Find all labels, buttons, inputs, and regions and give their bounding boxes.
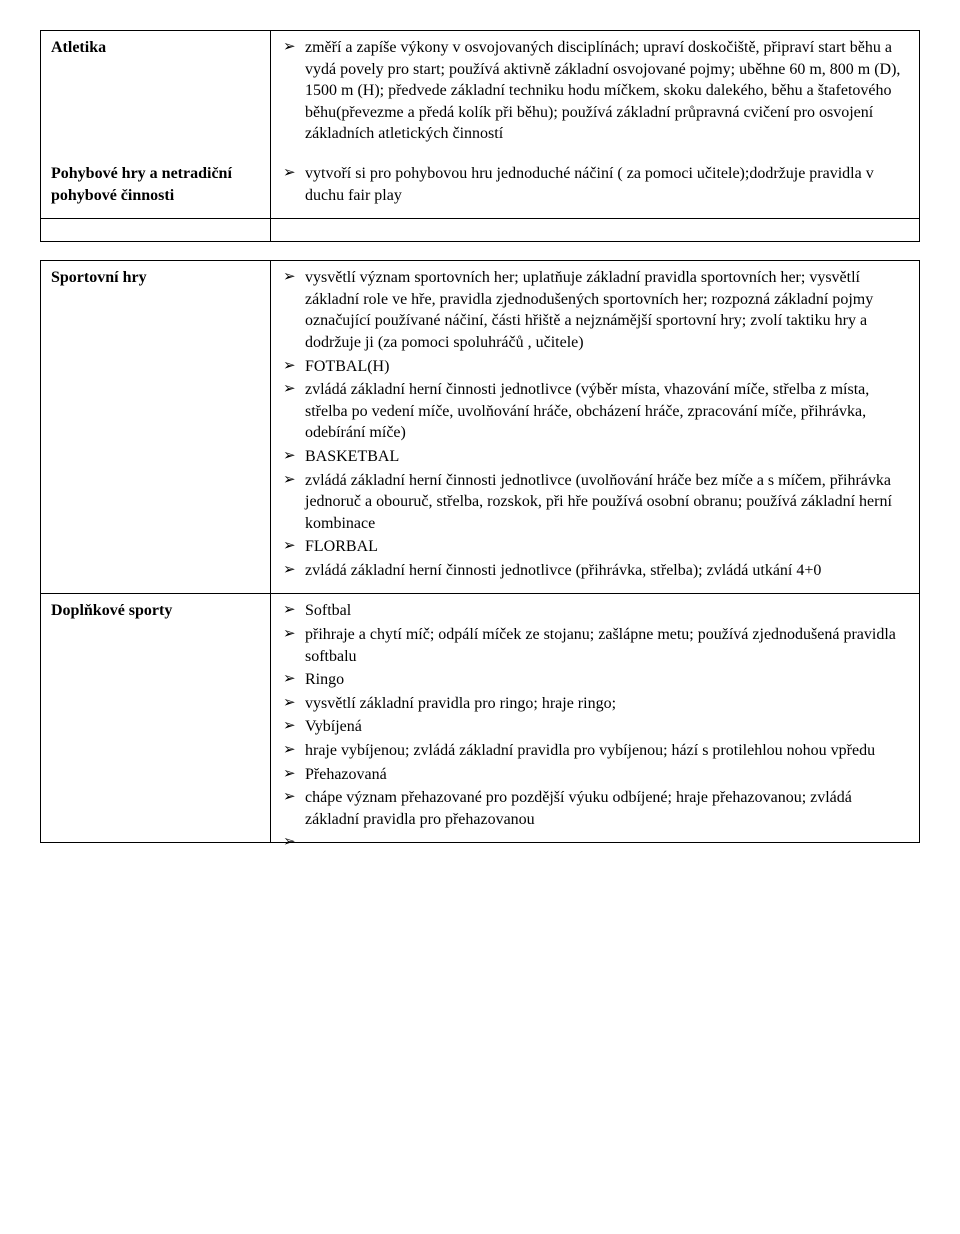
- curriculum-table-2: Sportovní hry vysvětlí význam sportovníc…: [40, 260, 920, 843]
- list-item: FLORBAL: [281, 536, 909, 558]
- row-label: Doplňkové sporty: [41, 594, 271, 843]
- item-text: FOTBAL(H): [305, 358, 389, 375]
- bullet-list: vytvoří si pro pohybovou hru jednoduché …: [281, 163, 909, 206]
- table-row: Doplňkové sporty Softbal přihraje a chyt…: [41, 594, 920, 843]
- row-content: Softbal přihraje a chytí míč; odpálí míč…: [271, 594, 920, 843]
- table-gap: [40, 242, 920, 260]
- row-content: vytvoří si pro pohybovou hru jednoduché …: [271, 157, 920, 219]
- bullet-list: změří a zapíše výkony v osvojovaných dis…: [281, 37, 909, 145]
- list-item: Softbal: [281, 600, 909, 622]
- item-text: chápe význam přehazované pro pozdější vý…: [305, 789, 852, 828]
- table-row: Sportovní hry vysvětlí význam sportovníc…: [41, 261, 920, 594]
- item-text: Softbal: [305, 602, 351, 619]
- row-label: Sportovní hry: [41, 261, 271, 594]
- label-text: Atletika: [51, 39, 106, 56]
- list-item: Přehazovaná: [281, 764, 909, 786]
- curriculum-table-1: Atletika změří a zapíše výkony v osvojov…: [40, 30, 920, 242]
- list-item: chápe význam přehazované pro pozdější vý…: [281, 787, 909, 830]
- item-text: zvládá základní herní činnosti jednotliv…: [305, 472, 892, 532]
- list-item: BASKETBAL: [281, 446, 909, 468]
- list-item: FOTBAL(H): [281, 356, 909, 378]
- list-item: přihraje a chytí míč; odpálí míček ze st…: [281, 624, 909, 667]
- item-text: změří a zapíše výkony v osvojovaných dis…: [305, 39, 900, 142]
- list-item: zvládá základní herní činnosti jednotliv…: [281, 560, 909, 582]
- list-item: vytvoří si pro pohybovou hru jednoduché …: [281, 163, 909, 206]
- item-text: Přehazovaná: [305, 766, 387, 783]
- list-item: hraje vybíjenou; zvládá základní pravidl…: [281, 740, 909, 762]
- list-item: vysvětlí význam sportovních her; uplatňu…: [281, 267, 909, 353]
- spacer-row: [41, 219, 920, 242]
- item-text: hraje vybíjenou; zvládá základní pravidl…: [305, 742, 875, 759]
- spacer-cell: [271, 219, 920, 242]
- row-label: Pohybové hry a netradiční pohybové činno…: [41, 157, 271, 219]
- list-item: Ringo: [281, 669, 909, 691]
- bullet-list: Softbal přihraje a chytí míč; odpálí míč…: [281, 600, 909, 830]
- item-text: Vybíjená: [305, 718, 362, 735]
- row-content: změří a zapíše výkony v osvojovaných dis…: [271, 31, 920, 157]
- list-item: změří a zapíše výkony v osvojovaných dis…: [281, 37, 909, 145]
- label-text: Sportovní hry: [51, 269, 147, 286]
- list-item: vysvětlí základní pravidla pro ringo; hr…: [281, 693, 909, 715]
- bullet-list: vysvětlí význam sportovních her; uplatňu…: [281, 267, 909, 581]
- row-content: vysvětlí význam sportovních her; uplatňu…: [271, 261, 920, 594]
- label-text: Doplňkové sporty: [51, 602, 172, 619]
- item-text: Ringo: [305, 671, 344, 688]
- row-label: Atletika: [41, 31, 271, 157]
- item-text: zvládá základní herní činnosti jednotliv…: [305, 381, 869, 441]
- item-text: přihraje a chytí míč; odpálí míček ze st…: [305, 626, 896, 665]
- item-text: zvládá základní herní činnosti jednotliv…: [305, 562, 821, 579]
- list-item: zvládá základní herní činnosti jednotliv…: [281, 379, 909, 444]
- item-text: vysvětlí význam sportovních her; uplatňu…: [305, 269, 873, 351]
- label-text: Pohybové hry a netradiční pohybové činno…: [51, 165, 232, 204]
- item-text: FLORBAL: [305, 538, 378, 555]
- list-item: zvládá základní herní činnosti jednotliv…: [281, 470, 909, 535]
- spacer-cell: [41, 219, 271, 242]
- table-row: Pohybové hry a netradiční pohybové činno…: [41, 157, 920, 219]
- list-item: Vybíjená: [281, 716, 909, 738]
- item-text: vytvoří si pro pohybovou hru jednoduché …: [305, 165, 874, 204]
- item-text: vysvětlí základní pravidla pro ringo; hr…: [305, 695, 616, 712]
- item-text: BASKETBAL: [305, 448, 399, 465]
